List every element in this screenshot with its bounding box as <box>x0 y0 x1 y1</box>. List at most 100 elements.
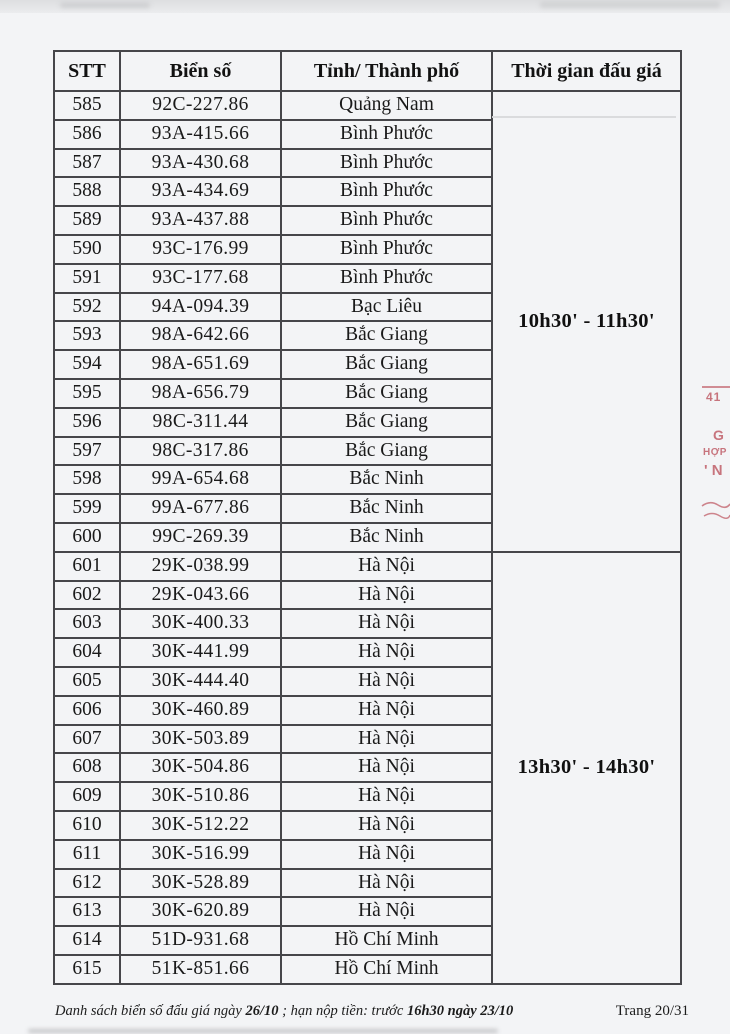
cell-province: Bình Phước <box>280 176 493 208</box>
table-row: 590 93C-176.99 Bình Phước <box>53 233 681 265</box>
stamp-text-fragment: 41 <box>706 390 722 404</box>
cell-stt: 608 <box>53 752 121 784</box>
table-row: 602 29K-043.66 Hà Nội <box>53 579 681 611</box>
cell-plate: 30K-620.89 <box>119 896 282 928</box>
scan-artifact-smudge <box>60 2 150 8</box>
table-row: 611 30K-516.99 Hà Nội <box>53 838 681 870</box>
table-row: 610 30K-512.22 Hà Nội <box>53 809 681 841</box>
cell-stt: 592 <box>53 291 121 323</box>
cell-province: Hà Nội <box>280 781 493 812</box>
cell-plate: 99C-269.39 <box>119 521 282 553</box>
table-row: 594 98A-651.69 Bắc Giang <box>53 349 681 380</box>
table-row: 599 99A-677.86 Bắc Ninh <box>53 493 681 524</box>
cell-auction-time: 13h30' - 14h30' <box>491 550 682 985</box>
table-row: 614 51D-931.68 Hồ Chí Minh <box>53 925 681 956</box>
cell-province: Bình Phước <box>280 205 493 236</box>
cell-plate: 30K-516.99 <box>119 838 282 870</box>
cell-plate: 30K-400.33 <box>119 608 282 640</box>
cell-stt: 599 <box>53 493 121 524</box>
cell-province: Hà Nội <box>280 896 493 928</box>
table-row: 598 99A-654.68 Bắc Ninh <box>53 464 681 496</box>
stamp-text-fragment: HỢP <box>703 447 727 458</box>
cell-plate: 99A-654.68 <box>119 464 282 496</box>
cell-province: Bắc Giang <box>280 320 493 352</box>
table-row: 591 93C-177.68 Bình Phước <box>53 262 681 294</box>
cell-plate: 98A-656.79 <box>119 377 282 409</box>
footer-note: Danh sách biển số đấu giá ngày 26/10 ; h… <box>55 1003 513 1020</box>
cell-stt: 588 <box>53 176 121 208</box>
cell-plate: 92C-227.86 <box>119 90 282 121</box>
table-row: 613 30K-620.89 Hà Nội <box>53 896 681 928</box>
table-row: 587 93A-430.68 Bình Phước <box>53 147 681 179</box>
table-row: 596 98C-311.44 Bắc Giang <box>53 406 681 438</box>
cell-stt: 605 <box>53 665 121 697</box>
cell-plate: 30K-460.89 <box>119 694 282 726</box>
table-row: 606 30K-460.89 Hà Nội <box>53 694 681 726</box>
table-row: 600 99C-269.39 Bắc Ninh <box>53 521 681 553</box>
page-number: Trang 20/31 <box>615 1003 689 1019</box>
cell-stt: 604 <box>53 637 121 668</box>
stamp-text-fragment: ' N <box>704 462 723 479</box>
cell-stt: 606 <box>53 694 121 726</box>
cell-province: Bắc Giang <box>280 406 493 438</box>
cell-stt: 615 <box>53 953 121 985</box>
cell-plate: 98C-311.44 <box>119 406 282 438</box>
scan-artifact-line <box>492 116 676 118</box>
cell-plate: 93A-430.68 <box>119 147 282 179</box>
table-row: 588 93A-434.69 Bình Phước <box>53 176 681 208</box>
cell-plate: 93A-415.66 <box>119 118 282 150</box>
table-row: 607 30K-503.89 Hà Nội <box>53 723 681 755</box>
footer-note-text: Danh sách biển số đấu giá ngày <box>55 1003 246 1019</box>
footer-note-bold-text: 16h30 ngày 23/10 <box>406 1003 514 1019</box>
cell-province: Hà Nội <box>280 550 493 582</box>
cell-province: Quảng Nam <box>280 90 493 121</box>
cell-plate: 30K-503.89 <box>119 723 282 755</box>
cell-plate: 29K-043.66 <box>119 579 282 611</box>
cell-province: Hà Nội <box>280 867 493 899</box>
cell-province: Hà Nội <box>280 723 493 755</box>
cell-stt: 614 <box>53 925 121 956</box>
cell-plate: 29K-038.99 <box>119 550 282 582</box>
cell-province: Hà Nội <box>280 579 493 611</box>
cell-province: Hồ Chí Minh <box>280 953 493 985</box>
col-header-plate: Biển số <box>119 50 282 92</box>
cell-province: Hồ Chí Minh <box>280 925 493 956</box>
stamp-line <box>702 386 730 388</box>
table-row: 603 30K-400.33 Hà Nội <box>53 608 681 640</box>
cell-stt: 600 <box>53 521 121 553</box>
cell-stt: 594 <box>53 349 121 380</box>
cell-plate: 93A-434.69 <box>119 176 282 208</box>
cell-plate: 93A-437.88 <box>119 205 282 236</box>
cell-plate: 30K-504.86 <box>119 752 282 784</box>
table-row: 589 93A-437.88 Bình Phước <box>53 205 681 236</box>
table-row: 586 93A-415.66 Bình Phước <box>53 118 681 150</box>
cell-stt: 589 <box>53 205 121 236</box>
table-row: 609 30K-510.86 Hà Nội <box>53 781 681 812</box>
cell-stt: 598 <box>53 464 121 496</box>
scan-artifact-bottom <box>28 1029 498 1033</box>
cell-plate: 51D-931.68 <box>119 925 282 956</box>
col-header-auction-time: Thời gian đấu giá <box>491 50 682 92</box>
cell-plate: 93C-177.68 <box>119 262 282 294</box>
cell-stt: 591 <box>53 262 121 294</box>
table-row: 608 30K-504.86 Hà Nội <box>53 752 681 784</box>
cell-stt: 602 <box>53 579 121 611</box>
cell-province: Hà Nội <box>280 694 493 726</box>
footer-note-bold-text: 26/10 <box>245 1003 279 1019</box>
cell-stt: 585 <box>53 90 121 121</box>
cell-plate: 98A-651.69 <box>119 349 282 380</box>
cell-province: Hà Nội <box>280 838 493 870</box>
cell-province: Bắc Giang <box>280 349 493 380</box>
cell-province: Bình Phước <box>280 118 493 150</box>
cell-stt: 607 <box>53 723 121 755</box>
table-row: 615 51K-851.66 Hồ Chí Minh <box>53 953 681 985</box>
cell-stt: 610 <box>53 809 121 841</box>
footer-note-text: ; hạn nộp tiền: trước <box>278 1003 407 1019</box>
col-header-stt: STT <box>53 50 121 92</box>
cell-province: Bắc Giang <box>280 377 493 409</box>
cell-stt: 596 <box>53 406 121 438</box>
cell-stt: 611 <box>53 838 121 870</box>
table-body: 585 92C-227.86 Quảng Nam 10h30' - 11h30' 586… <box>53 90 682 985</box>
table-row: 597 98C-317.86 Bắc Giang <box>53 435 681 467</box>
cell-stt: 609 <box>53 781 121 812</box>
